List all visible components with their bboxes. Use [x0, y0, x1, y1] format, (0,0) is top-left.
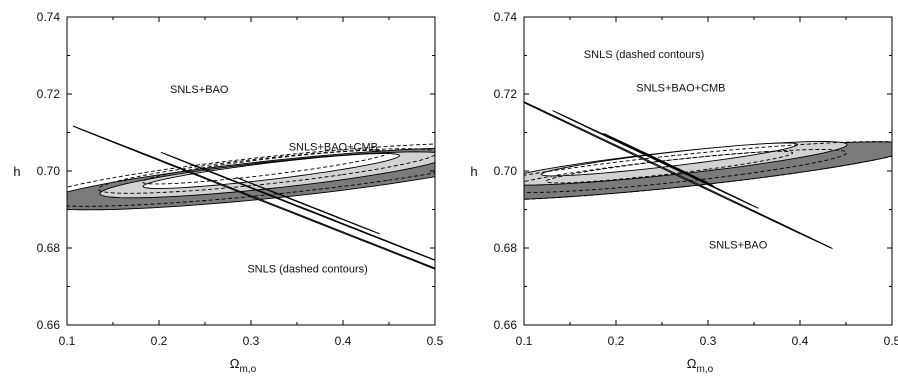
y-tick-label: 0.74 — [494, 10, 518, 24]
y-tick-label: 0.66 — [494, 318, 518, 332]
x-axis-label: Ωm,o — [230, 356, 257, 375]
x-tick-label: 0.4 — [792, 334, 809, 348]
y-tick-label: 0.72 — [37, 87, 61, 101]
x-tick-label: 0.5 — [427, 334, 444, 348]
x-axis-label-symbol: Ω — [687, 356, 697, 371]
y-axis-label: h — [13, 164, 20, 179]
y-tick-label: 0.72 — [494, 87, 518, 101]
y-tick-label: 0.66 — [37, 318, 61, 332]
contour-annotation: SNLS+BAO — [709, 239, 768, 251]
contour-annotation: SNLS+BAO — [170, 84, 229, 96]
x-tick-label: 0.2 — [608, 334, 625, 348]
x-axis-label-subscript: m,o — [697, 364, 714, 375]
contour-annotation: SNLS (dashed contours) — [247, 264, 367, 276]
x-tick-label: 0.3 — [243, 334, 260, 348]
contour-annotation: SNLS (dashed contours) — [584, 49, 704, 61]
contour-annotation: SNLS+BAO+CMB — [636, 83, 725, 95]
x-tick-label: 0.1 — [516, 334, 533, 348]
snls-dashed-contour-2 — [524, 149, 848, 193]
confidence-region-snls-bao-cmb-level-3 — [524, 101, 833, 250]
x-tick-label: 0.1 — [59, 334, 76, 348]
y-axis-label: h — [470, 164, 477, 179]
confidence-region-snls-bao-cmb-level-2 — [551, 110, 760, 209]
x-tick-label: 0.2 — [151, 334, 168, 348]
y-tick-label: 0.70 — [494, 164, 518, 178]
contour-annotation: SNLS+BAO+CMB — [289, 142, 378, 154]
snls-dashed-contour-3 — [141, 149, 390, 185]
snls-dashed-contour-1 — [67, 143, 435, 207]
y-tick-label: 0.68 — [494, 241, 518, 255]
x-axis-label-symbol: Ω — [230, 356, 240, 371]
x-axis-label: Ωm,o — [687, 356, 714, 375]
confidence-region-snls-bao-cmb-level-3 — [72, 125, 435, 270]
plot-area — [67, 125, 435, 270]
y-tick-label: 0.70 — [37, 164, 61, 178]
chart-panel-2: 0.1 0.2 0.3 0.4 0.5 0.66 0.68 0.70 0.72 0.74 Ωm,o h… — [470, 10, 898, 375]
snls-dashed-contour-3 — [545, 150, 794, 184]
chart-panel-1: 0.1 0.2 0.3 0.4 0.5 0.66 0.68 0.70 0.72 0.74 Ωm,o h… — [13, 10, 444, 375]
x-tick-label: 0.4 — [335, 334, 352, 348]
y-tick-label: 0.74 — [37, 10, 61, 24]
x-tick-label: 0.5 — [884, 334, 898, 348]
x-axis-label-subscript: m,o — [240, 364, 257, 375]
snls-dashed-contour-1 — [524, 141, 892, 200]
y-tick-label: 0.68 — [37, 241, 61, 255]
confidence-region-snls-bao-cmb-level-1 — [236, 176, 380, 235]
plot-area — [524, 101, 892, 250]
x-tick-label: 0.3 — [700, 334, 717, 348]
